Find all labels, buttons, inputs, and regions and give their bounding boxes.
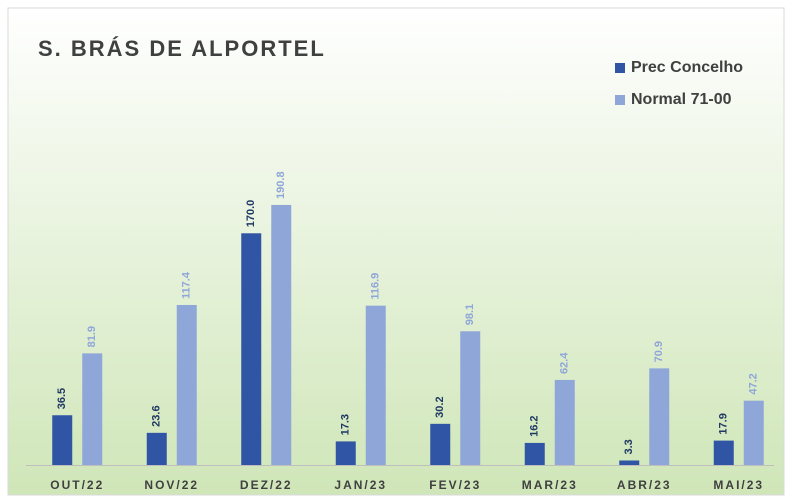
bar <box>713 440 734 465</box>
data-label: 36.5 <box>56 388 68 409</box>
data-label: 98.1 <box>464 304 476 325</box>
bar <box>365 305 386 465</box>
data-label: 17.3 <box>340 414 352 435</box>
x-tick-label: NOV/22 <box>144 478 199 492</box>
data-label: 190.8 <box>275 171 287 199</box>
bar <box>524 442 545 465</box>
data-label: 3.3 <box>623 439 635 454</box>
data-label: 16.2 <box>529 415 541 436</box>
legend-swatch <box>615 63 625 73</box>
data-label: 23.6 <box>151 405 163 426</box>
data-label: 47.2 <box>748 373 760 394</box>
bar <box>82 353 103 465</box>
x-tick-label: MAI/23 <box>713 478 764 492</box>
data-label: 17.9 <box>718 413 730 434</box>
x-tick-label: FEV/23 <box>429 478 481 492</box>
data-label: 30.2 <box>434 396 446 417</box>
x-tick-label: ABR/23 <box>617 478 672 492</box>
x-tick-label: MAR/23 <box>522 478 578 492</box>
bar <box>430 423 451 465</box>
data-label: 117.4 <box>181 271 193 299</box>
data-label: 81.9 <box>86 326 98 347</box>
data-label: 170.0 <box>245 200 257 228</box>
bar <box>619 460 640 465</box>
bar <box>554 379 575 465</box>
bar <box>241 233 262 465</box>
bar <box>335 441 356 465</box>
bar <box>146 432 167 465</box>
bar <box>649 368 670 465</box>
data-label: 62.4 <box>559 352 571 374</box>
bar <box>176 304 197 465</box>
bar <box>52 415 73 465</box>
bar <box>460 331 481 465</box>
x-tick-label: OUT/22 <box>50 478 104 492</box>
data-label: 70.9 <box>653 341 665 362</box>
bar <box>743 400 764 465</box>
legend-label: Prec Concelho <box>631 59 743 76</box>
legend-label: Normal 71-00 <box>631 91 732 108</box>
x-tick-label: JAN/23 <box>334 478 387 492</box>
bar <box>271 204 292 465</box>
x-tick-label: DEZ/22 <box>240 478 293 492</box>
chart-title: S. BRÁS DE ALPORTEL <box>38 36 326 61</box>
data-label: 116.9 <box>370 273 382 300</box>
legend-swatch <box>615 95 625 105</box>
